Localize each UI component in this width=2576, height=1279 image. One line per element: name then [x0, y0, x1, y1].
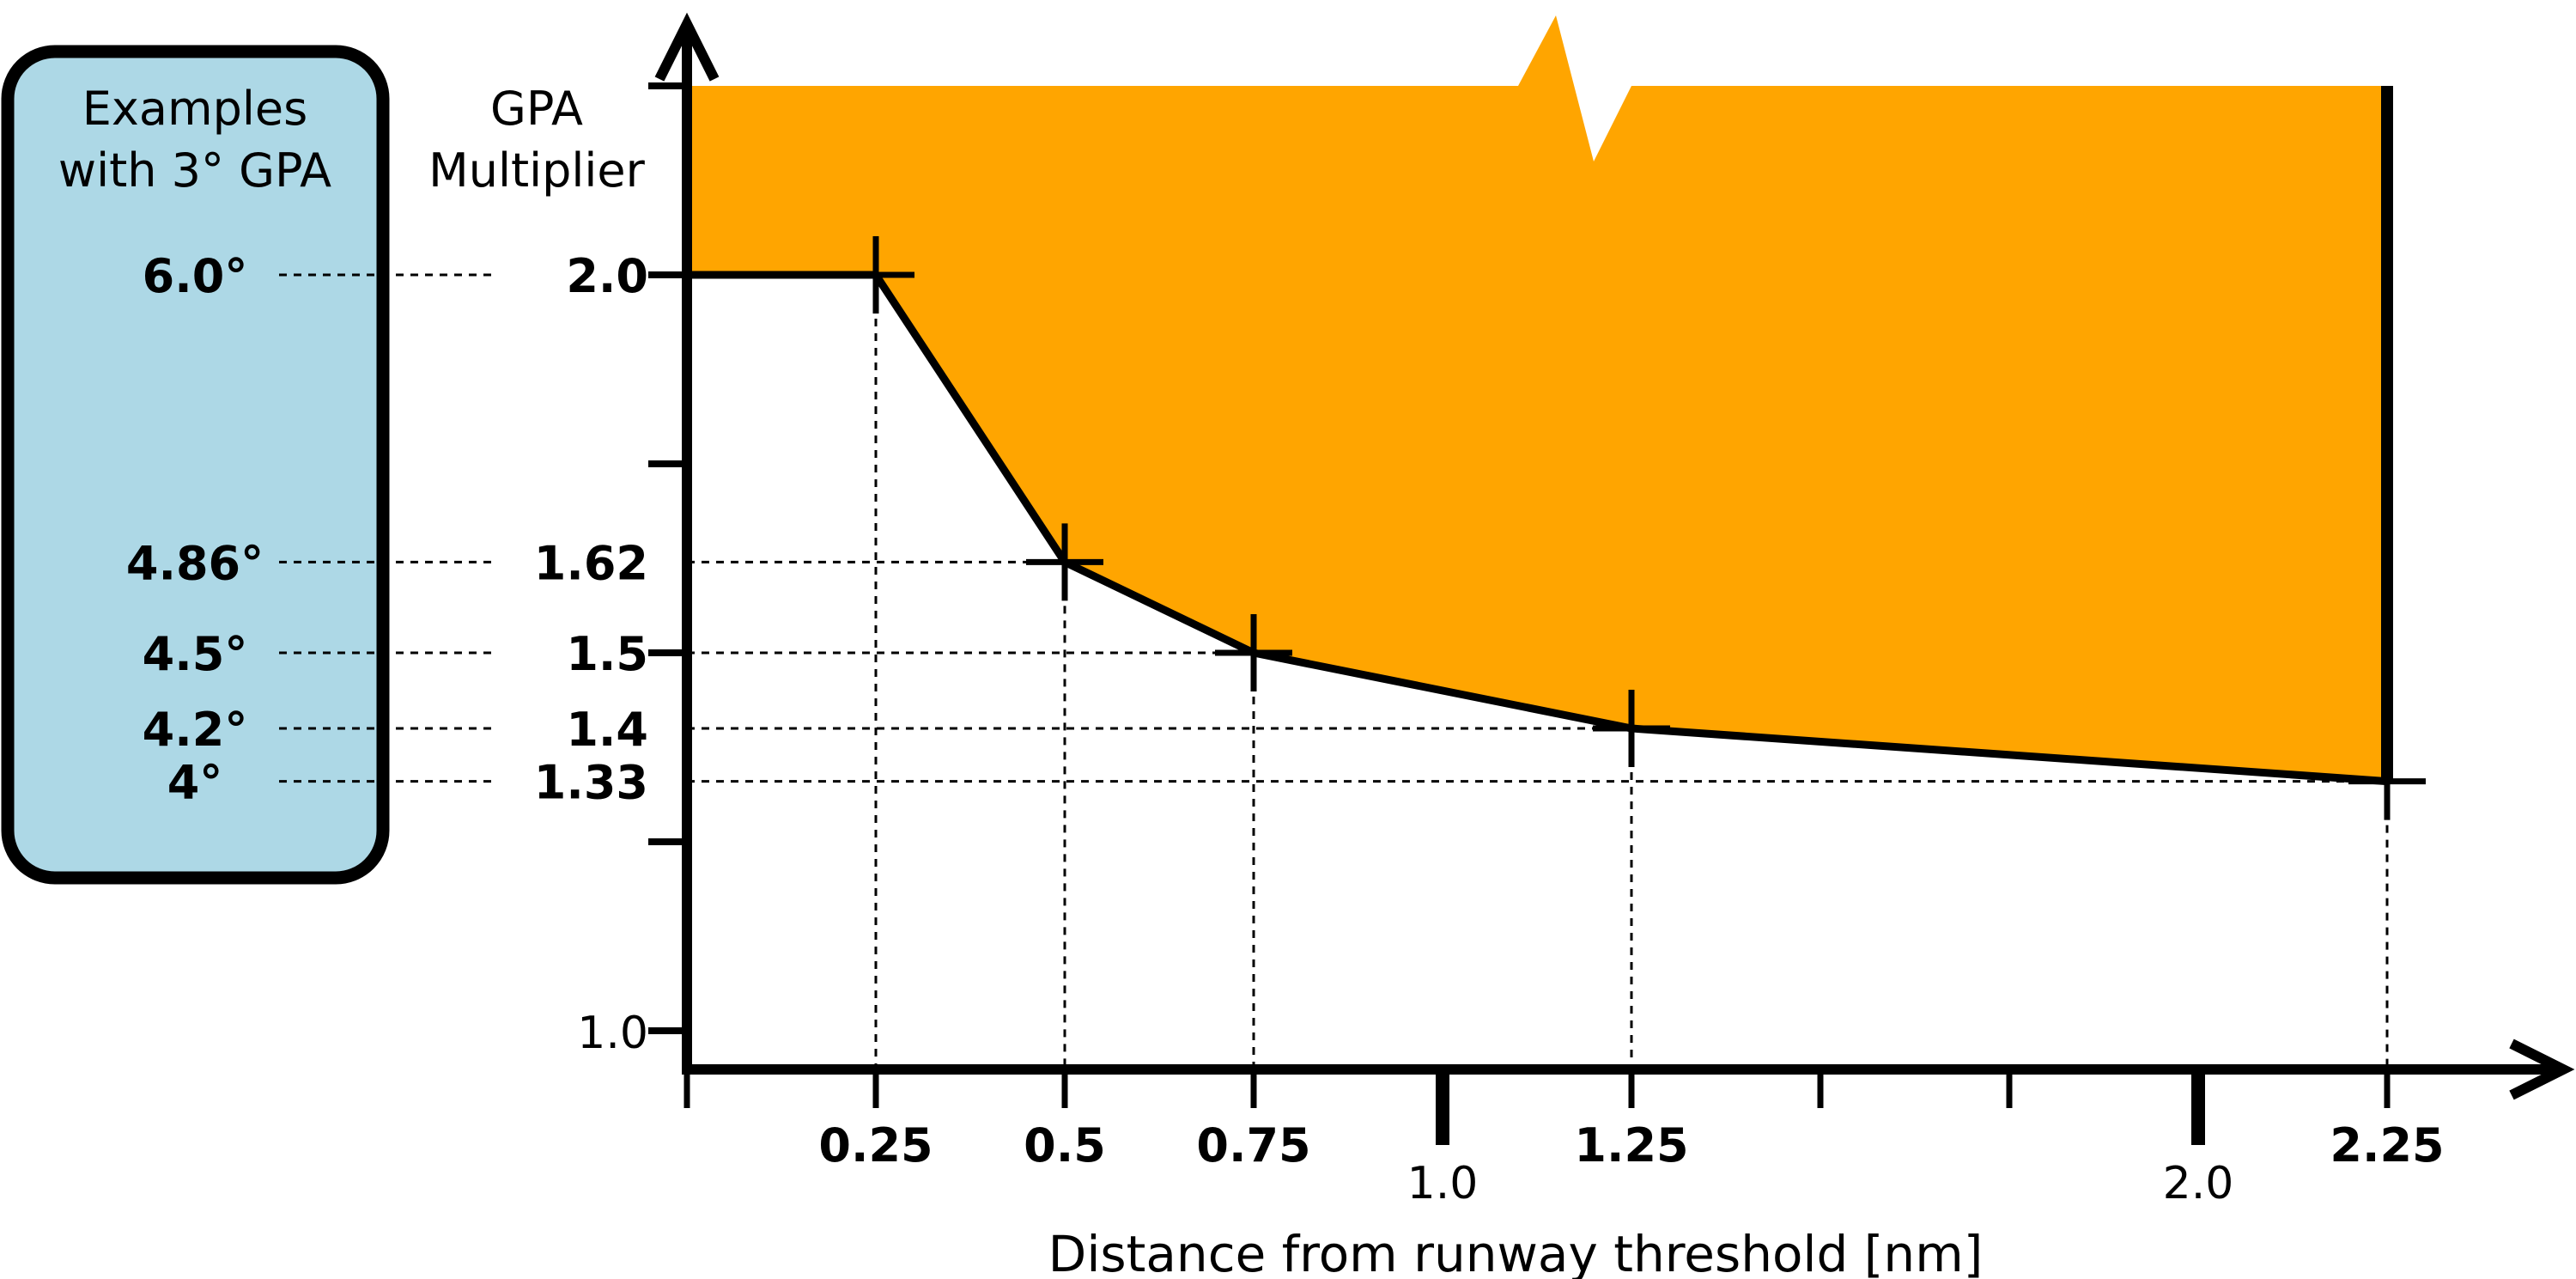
y-value-label: 1.4 [566, 703, 648, 757]
y-axis-title-line2: Multiplier [428, 143, 646, 198]
examples-title-line2: with 3° GPA [58, 143, 331, 198]
x-value-label: 0.25 [818, 1118, 933, 1172]
y-axis-title-line1: GPA [490, 82, 583, 136]
x-axis-title: Distance from runway threshold [nm] [1048, 1225, 1984, 1279]
examples-title-line1: Examples [82, 82, 307, 136]
y-value-label: 1.62 [534, 536, 648, 590]
data-point-0.75 [1215, 614, 1292, 691]
x-value-label: 0.5 [1024, 1118, 1106, 1172]
y-value-label: 1.33 [534, 756, 648, 810]
y-value-label: 1.5 [566, 627, 648, 681]
x-value-label: 0.75 [1196, 1118, 1310, 1172]
y-axis-arrow [654, 12, 720, 82]
y-axis-tick-label: 1.0 [577, 1008, 648, 1059]
example-angle-label: 6.0° [143, 249, 248, 303]
steep-region [687, 15, 2387, 782]
example-angle-label: 4° [167, 756, 223, 810]
data-point-1.25 [1593, 690, 1670, 767]
x-value-label: 1.25 [1574, 1118, 1688, 1172]
example-angle-label: 4.86° [126, 536, 264, 590]
example-angle-label: 4.2° [143, 703, 248, 757]
x-axis-arrow [2509, 1038, 2575, 1100]
x-value-label: 2.25 [2330, 1118, 2444, 1172]
data-point-2.25 [2348, 742, 2426, 820]
data-point-0.25 [837, 236, 914, 314]
x-major-tick-label: 2.0 [2163, 1158, 2234, 1209]
example-angle-label: 4.5° [143, 627, 248, 681]
examples-panel [1, 45, 390, 885]
y-value-label: 2.0 [566, 249, 648, 303]
data-point-0.5 [1026, 523, 1103, 601]
x-major-tick-label: 1.0 [1407, 1158, 1479, 1209]
